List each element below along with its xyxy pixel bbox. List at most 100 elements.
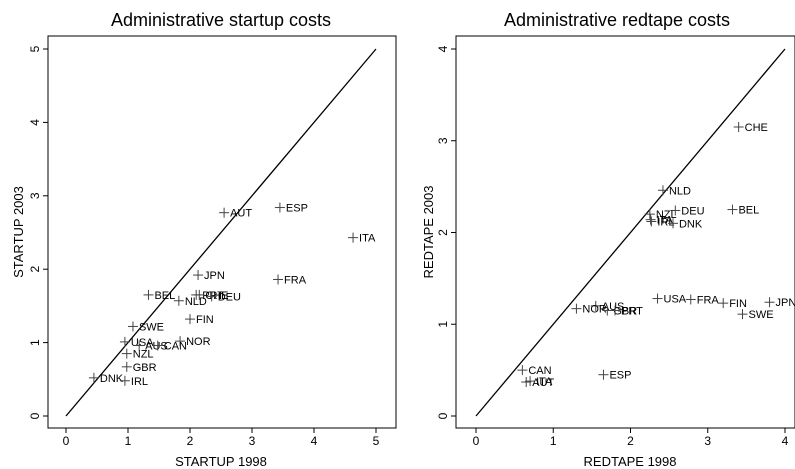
data-point: SWE xyxy=(127,321,164,333)
data-point: USA xyxy=(652,293,687,306)
data-point: BEL xyxy=(143,289,175,302)
y-axis-label: REDTAPE 2003 xyxy=(421,186,436,279)
y-tick-label: 0 xyxy=(28,412,42,419)
data-point: JPN xyxy=(193,270,225,282)
data-point: BEL xyxy=(727,204,759,217)
data-point: AUS xyxy=(134,340,168,353)
data-point: NZL xyxy=(644,209,677,221)
data-point: CAN xyxy=(152,340,187,353)
point-label: DEU xyxy=(218,291,241,303)
x-tick-label: 2 xyxy=(627,434,634,448)
chart-title: Administrative startup costs xyxy=(111,10,331,30)
x-tick-label: 5 xyxy=(373,434,380,448)
x-axis-label: STARTUP 1998 xyxy=(175,454,267,469)
point-label: NZL xyxy=(133,349,154,361)
point-label: FIN xyxy=(196,314,214,326)
point-label: IRL xyxy=(657,216,674,228)
y-axis: 0 1 2 3 4 5 xyxy=(28,45,48,419)
y-tick-label: 3 xyxy=(436,137,450,144)
x-axis-label: REDTAPE 1998 xyxy=(584,454,677,469)
point-label: DNK xyxy=(679,218,703,230)
data-point: JPN xyxy=(764,297,795,309)
data-point: DNK xyxy=(88,372,124,385)
y-tick-label: 2 xyxy=(436,229,450,236)
data-point: NOR xyxy=(571,303,607,316)
x-tick-label: 3 xyxy=(249,434,256,448)
reference-line xyxy=(475,48,786,417)
data-point: DNK xyxy=(667,218,703,230)
point-label: ESP xyxy=(609,370,631,382)
y-axis-label: STARTUP 2003 xyxy=(11,186,26,278)
data-point: CHE xyxy=(733,121,768,134)
data-point: FRA xyxy=(685,294,720,306)
point-label: ITA xyxy=(359,233,376,245)
x-axis: 0 1 2 3 4 xyxy=(473,428,789,448)
data-point: DEU xyxy=(670,205,705,217)
data-point: ITA xyxy=(348,232,376,245)
point-label: NOR xyxy=(582,304,607,316)
point-label: AUT xyxy=(532,377,554,389)
point-label: AUT xyxy=(230,208,252,220)
plot-frame xyxy=(47,35,397,429)
x-tick-label: 1 xyxy=(125,434,132,448)
y-tick-label: 4 xyxy=(436,45,450,52)
data-point: CAN xyxy=(517,365,552,377)
y-tick-label: 1 xyxy=(28,339,42,346)
data-point: PRT xyxy=(610,305,643,317)
data-point: ITA xyxy=(525,376,553,388)
y-axis: 0 1 2 3 4 xyxy=(436,45,456,419)
chart-title: Administrative redtape costs xyxy=(504,10,730,30)
x-tick-label: 4 xyxy=(311,434,318,448)
x-tick-label: 2 xyxy=(187,434,194,448)
point-label: CHE xyxy=(205,290,228,302)
y-tick-label: 4 xyxy=(28,119,42,126)
data-point: NLD xyxy=(657,185,691,197)
data-point: CHE xyxy=(194,289,229,302)
data-point: ESP xyxy=(598,369,631,382)
startup-costs-panel: Administrative startup costs 0 1 2 3 4 5 0 1 2 3… xyxy=(11,10,397,469)
point-label: GBR xyxy=(133,362,157,374)
point-label: ITA xyxy=(536,376,553,388)
data-point: GBR xyxy=(121,361,157,374)
data-point: FIN xyxy=(185,314,214,326)
point-label: GBR xyxy=(613,305,637,317)
y-tick-label: 0 xyxy=(436,412,450,419)
point-label: FIN xyxy=(729,298,747,310)
point-label: NOR xyxy=(186,336,211,348)
point-label: USA xyxy=(664,294,687,306)
point-label: ESP xyxy=(286,203,308,215)
data-point: NOR xyxy=(175,336,211,348)
point-label: BEL xyxy=(738,205,759,217)
point-label: CAN xyxy=(164,341,187,353)
point-label: JPN xyxy=(776,297,795,309)
x-axis: 0 1 2 3 4 5 xyxy=(63,428,380,448)
y-tick-label: 3 xyxy=(28,192,42,199)
point-label: NLD xyxy=(185,296,207,308)
redtape-costs-panel: Administrative redtape costs 0 1 2 3 4 0 1 2 3 4… xyxy=(421,10,795,469)
data-point: NLD xyxy=(173,295,207,308)
y-tick-label: 1 xyxy=(436,321,450,328)
point-label: NLD xyxy=(669,185,691,197)
reference-line-group xyxy=(65,48,377,417)
point-label: AUS xyxy=(145,341,168,353)
reference-line-group xyxy=(475,48,786,417)
point-label: FRA xyxy=(697,294,720,306)
point-label: JPN xyxy=(204,270,225,282)
point-label: CAN xyxy=(528,365,551,377)
point-label: BEL xyxy=(154,290,175,302)
x-tick-label: 3 xyxy=(704,434,711,448)
point-label: SWE xyxy=(749,309,774,321)
y-tick-label: 5 xyxy=(28,45,42,52)
data-point: FIN xyxy=(718,298,747,310)
data-point: AUT xyxy=(521,377,554,389)
point-label: FRA xyxy=(284,274,307,286)
x-tick-label: 4 xyxy=(782,434,789,448)
point-label: DEU xyxy=(681,205,704,217)
point-label: NZL xyxy=(656,209,677,221)
x-tick-label: 0 xyxy=(473,434,480,448)
data-point: AUT xyxy=(219,207,252,220)
point-label: SWE xyxy=(139,321,164,333)
